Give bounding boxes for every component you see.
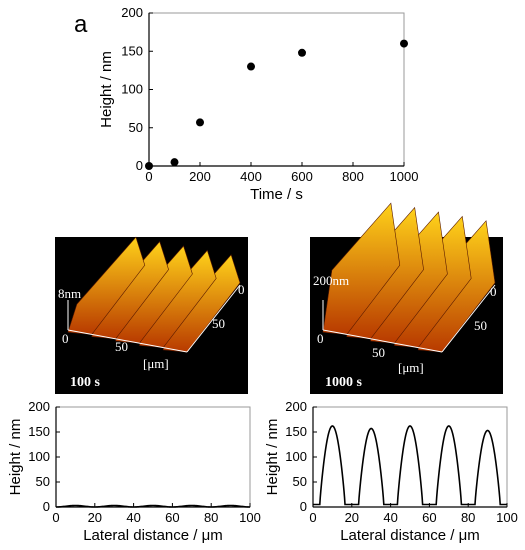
chart-c-ytick-label: 50 — [293, 474, 307, 489]
chart-b-ylabel: Height / nm — [7, 419, 24, 496]
chart-c-xtick-label: 60 — [422, 510, 436, 525]
chart-b-profile: 0 20 40 60 80 100 0 50 100 150 200 Lateral distance… — [7, 399, 261, 544]
chart-a-xtick-label: 600 — [291, 169, 313, 184]
afm-c-tick-0-right: 0 — [490, 284, 497, 299]
chart-b-xtick-label: 40 — [126, 510, 140, 525]
chart-c-xtick-label: 80 — [461, 510, 475, 525]
afm-c-z-scale: 200nm — [313, 273, 349, 288]
chart-a-frame — [148, 12, 405, 167]
afm-b-tick-0-left: 0 — [62, 331, 69, 346]
chart-c-ylabel: Height / nm — [264, 419, 281, 496]
chart-c-profile: 0 20 40 60 80 100 0 50 100 150 200 Lateral distance… — [264, 399, 518, 544]
chart-a-point — [145, 162, 153, 170]
chart-b-xtick-label: 60 — [165, 510, 179, 525]
chart-a-xtick-label: 1000 — [390, 169, 419, 184]
chart-c-ytick-label: 100 — [285, 449, 307, 464]
chart-a-point — [196, 118, 204, 127]
afm-c-tick-50-right: 50 — [474, 318, 487, 333]
chart-a-point — [298, 48, 306, 57]
afm-b-z-scale: 8nm — [58, 286, 81, 301]
chart-c-xtick-label: 40 — [383, 510, 397, 525]
chart-c-xtick-label: 0 — [309, 510, 316, 525]
chart-a-xtick-label: 0 — [145, 169, 152, 184]
afm-b-y-axis — [186, 284, 241, 353]
chart-b-ytick-label: 200 — [28, 399, 50, 414]
afm-b-ridges — [67, 236, 241, 353]
chart-b-ytick-label: 0 — [43, 499, 50, 514]
chart-a-ylabel: Height / nm — [98, 51, 115, 128]
chart-a-point — [247, 62, 255, 71]
chart-b-xlabel: Lateral distance / μm — [83, 527, 223, 544]
afm-b-x-axis — [67, 329, 188, 353]
afm-b-time: 100 s — [70, 375, 101, 390]
afm-c-y-axis — [441, 284, 496, 353]
chart-a-scatter: 0 200 400 600 800 1000 0 50 100 150 200 Time / s Hei… — [98, 5, 418, 203]
chart-b-xtick-label: 80 — [204, 510, 218, 525]
chart-b-frame — [55, 406, 251, 508]
afm-c-tick-0-left: 0 — [317, 331, 324, 346]
chart-c-line — [313, 425, 507, 506]
chart-a-xtick-label: 200 — [189, 169, 211, 184]
chart-b-xtick-label: 20 — [88, 510, 102, 525]
afm-c-ridges — [322, 202, 496, 353]
panel-label-a: a — [74, 11, 88, 38]
afm-c-tick-50: 50 — [372, 345, 385, 360]
afm-c-x-axis — [322, 329, 443, 353]
chart-c-xlabel: Lateral distance / μm — [340, 527, 480, 544]
chart-c-ytick-label: 0 — [300, 499, 307, 514]
chart-b-ytick-label: 100 — [28, 449, 50, 464]
chart-b-line — [55, 504, 251, 508]
chart-b-xtick-label: 100 — [239, 510, 261, 525]
chart-a-point — [170, 158, 179, 167]
afm-c-time: 1000 s — [325, 375, 363, 390]
chart-c-ytick-label: 150 — [285, 424, 307, 439]
chart-a-ytick-label: 0 — [136, 158, 143, 173]
chart-c-xtick-label: 20 — [345, 510, 359, 525]
chart-a-xtick-label: 800 — [342, 169, 364, 184]
chart-a-ytick-label: 150 — [121, 43, 143, 58]
chart-a-ytick-label: 50 — [129, 120, 143, 135]
chart-a-ytick-label: 200 — [121, 5, 143, 20]
chart-a-xlabel: Time / s — [250, 186, 303, 203]
chart-a-ytick-label: 100 — [121, 82, 143, 97]
afm-b-tick-0-right: 0 — [238, 282, 245, 297]
chart-a-point — [400, 39, 408, 48]
chart-b-ytick-label: 50 — [36, 474, 50, 489]
chart-b-ytick-label: 150 — [28, 424, 50, 439]
afm-b-tick-50: 50 — [115, 339, 128, 354]
afm-b-tick-50-right: 50 — [212, 316, 225, 331]
chart-c-frame — [312, 406, 508, 508]
afm-image-100s: 8nm 0 50 [μm] 50 0 100 s — [55, 236, 248, 394]
chart-a-xtick-label: 400 — [240, 169, 262, 184]
afm-c-unit: [μm] — [398, 360, 424, 375]
chart-c-xtick-label: 100 — [496, 510, 518, 525]
afm-image-1000s: 200nm 0 50 [μm] 50 0 1000 s — [310, 202, 503, 394]
chart-b-xtick-label: 0 — [52, 510, 59, 525]
afm-b-unit: [μm] — [143, 356, 169, 371]
chart-c-ytick-label: 200 — [285, 399, 307, 414]
